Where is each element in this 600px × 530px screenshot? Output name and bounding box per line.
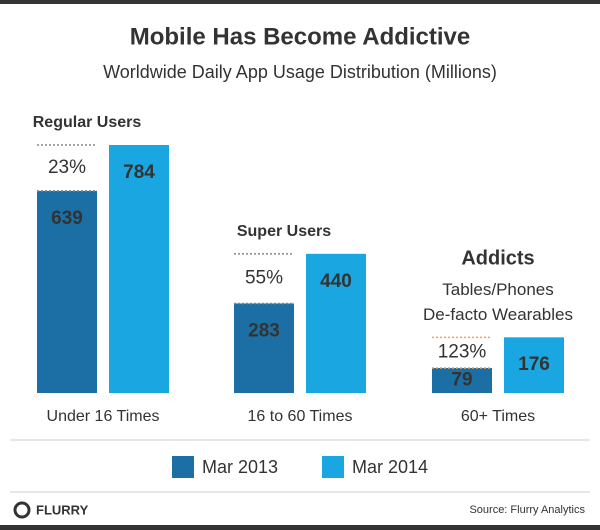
bar bbox=[37, 190, 97, 393]
bar bbox=[504, 337, 564, 393]
brand-logo bbox=[13, 501, 31, 519]
legend-label: Mar 2014 bbox=[352, 457, 428, 477]
group-label: Addicts bbox=[461, 248, 534, 270]
data-label: 639 bbox=[51, 208, 83, 229]
data-label: 784 bbox=[123, 162, 155, 183]
data-label: 440 bbox=[320, 271, 352, 292]
group-label: Regular Users bbox=[33, 114, 142, 131]
x-tick-label: Under 16 Times bbox=[47, 408, 160, 425]
change-label: 23% bbox=[48, 157, 86, 178]
change-label: 123% bbox=[438, 342, 487, 363]
legend-label: Mar 2013 bbox=[202, 457, 278, 477]
group-note: Tables/Phones bbox=[442, 280, 554, 299]
top-border bbox=[0, 0, 600, 4]
bar bbox=[306, 253, 366, 393]
group-label: Super Users bbox=[237, 223, 331, 240]
legend-swatch bbox=[322, 456, 344, 478]
bar bbox=[234, 303, 294, 393]
chart-title: Mobile Has Become Addictive bbox=[130, 23, 471, 50]
chart-subtitle: Worldwide Daily App Usage Distribution (… bbox=[103, 62, 497, 82]
legend-swatch bbox=[172, 456, 194, 478]
x-tick-label: 60+ Times bbox=[461, 408, 535, 425]
data-label: 176 bbox=[518, 354, 550, 375]
bottom-border bbox=[0, 525, 600, 530]
change-label: 55% bbox=[245, 268, 283, 289]
group-note: De-facto Wearables bbox=[423, 305, 573, 324]
data-label: 283 bbox=[248, 320, 280, 341]
brand: FLURRY bbox=[36, 502, 89, 517]
x-tick-label: 16 to 60 Times bbox=[248, 408, 353, 425]
data-label: 79 bbox=[451, 370, 472, 391]
bar bbox=[109, 145, 169, 393]
bar bbox=[432, 368, 492, 393]
source: Source: Flurry Analytics bbox=[469, 504, 585, 516]
